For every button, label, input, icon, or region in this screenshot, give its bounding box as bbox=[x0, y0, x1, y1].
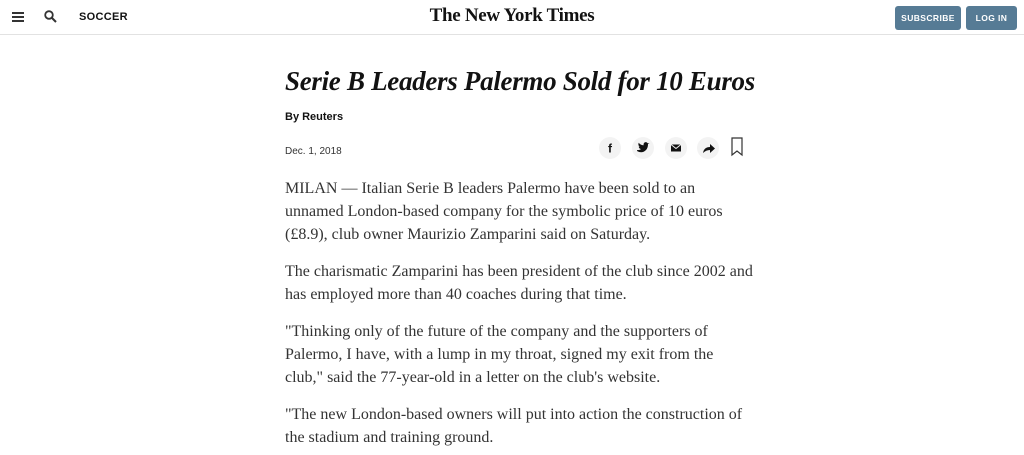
top-bar: SOCCER The New York Times SUBSCRIBE LOG … bbox=[0, 0, 1024, 35]
article-body: MILAN — Italian Serie B leaders Palermo … bbox=[285, 177, 753, 455]
byline: By Reuters bbox=[285, 111, 344, 123]
menu-icon[interactable] bbox=[12, 11, 26, 23]
paragraph: "Thinking only of the future of the comp… bbox=[285, 323, 714, 386]
svg-text:f: f bbox=[608, 142, 613, 156]
search-icon[interactable] bbox=[44, 10, 58, 24]
facebook-button[interactable]: f bbox=[599, 137, 621, 159]
paragraph: "The new London-based owners will put in… bbox=[285, 406, 743, 446]
share-tools: f bbox=[599, 137, 743, 159]
bookmark-button[interactable] bbox=[731, 137, 743, 157]
share-button[interactable] bbox=[697, 137, 719, 159]
paragraph: MILAN — Italian Serie B leaders Palermo … bbox=[285, 180, 723, 243]
login-button[interactable]: LOG IN bbox=[966, 6, 1017, 30]
section-link[interactable]: SOCCER bbox=[79, 11, 128, 23]
date: Dec. 1, 2018 bbox=[285, 146, 342, 157]
logo[interactable]: The New York Times bbox=[429, 5, 595, 26]
subscribe-button[interactable]: SUBSCRIBE bbox=[895, 6, 961, 30]
email-button[interactable] bbox=[665, 137, 687, 159]
twitter-button[interactable] bbox=[632, 137, 654, 159]
headline: Serie B Leaders Palermo Sold for 10 Euro… bbox=[285, 66, 755, 96]
paragraph: The charismatic Zamparini has been presi… bbox=[285, 263, 753, 303]
